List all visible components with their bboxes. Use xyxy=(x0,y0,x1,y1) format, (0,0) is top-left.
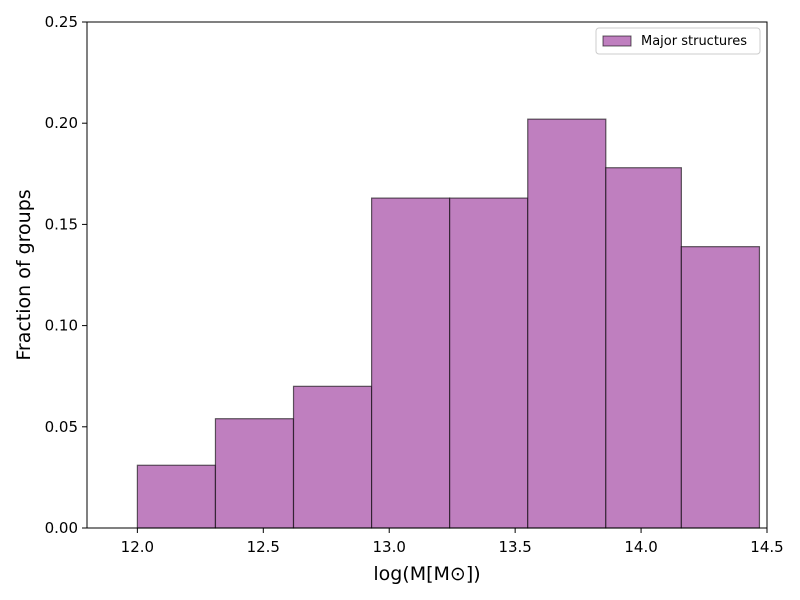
y-tick-label: 0.05 xyxy=(45,418,78,436)
y-tick-label: 0.15 xyxy=(45,215,78,233)
x-tick-label: 13.0 xyxy=(373,538,406,556)
x-tick-label: 14.0 xyxy=(624,538,657,556)
y-axis-label: Fraction of groups xyxy=(13,189,35,360)
histogram-bar xyxy=(680,246,761,529)
histogram-bar xyxy=(527,118,607,529)
histogram-bar xyxy=(136,464,217,529)
y-tick-label: 0.20 xyxy=(45,114,78,132)
x-ticks-group: 12.0 12.5 13.0 13.5 14.0 14.5 xyxy=(121,528,784,556)
y-tick-label: 0.25 xyxy=(45,13,78,31)
legend-swatch xyxy=(602,35,632,47)
histogram-bar xyxy=(214,418,295,529)
y-ticks-group: 0.00 0.05 0.10 0.15 0.20 0.25 xyxy=(45,13,87,537)
histogram-bar xyxy=(449,197,529,529)
legend-box xyxy=(595,27,761,55)
plot-frame xyxy=(86,21,768,529)
x-tick-label: 12.0 xyxy=(121,538,154,556)
histogram-bar xyxy=(370,197,451,529)
legend-label: Major structures xyxy=(641,34,747,49)
x-axis-label: log(M[M⊙]) xyxy=(373,563,480,585)
legend: Major structures xyxy=(595,27,761,55)
x-tick-label: 12.5 xyxy=(247,538,280,556)
x-tick-label: 14.5 xyxy=(750,538,783,556)
y-tick-label: 0.00 xyxy=(45,519,78,537)
x-tick-label: 13.5 xyxy=(498,538,531,556)
y-tick-label: 0.10 xyxy=(45,317,78,335)
bars-group xyxy=(136,118,761,529)
histogram-bar xyxy=(605,167,682,529)
histogram-bar xyxy=(292,385,373,529)
